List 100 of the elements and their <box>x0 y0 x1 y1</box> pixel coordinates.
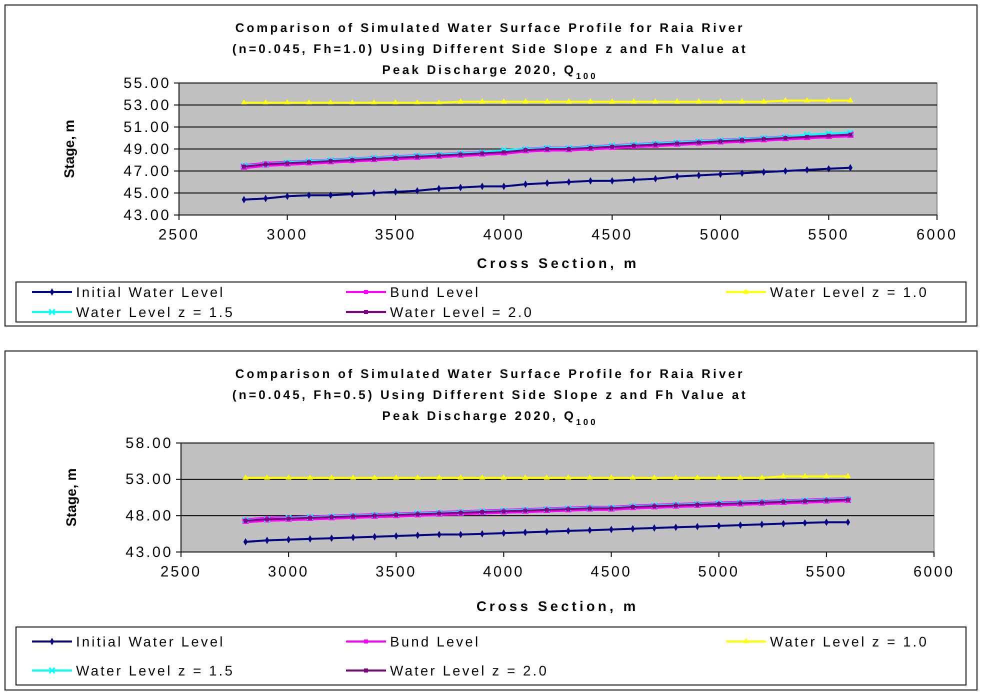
x-tick-label: 2500 <box>160 564 202 580</box>
legend-label: Water Level z = 1.0 <box>770 634 928 650</box>
legend-label: Bund Level <box>390 634 480 650</box>
x-tick-label: 6000 <box>916 226 958 244</box>
point <box>414 99 420 105</box>
point <box>284 99 290 105</box>
point <box>696 98 702 104</box>
x-tick-label: 3000 <box>268 564 310 580</box>
point <box>306 99 312 105</box>
y-tick-label: 49.00 <box>123 140 171 158</box>
legend-label: Water Level z = 1.5 <box>76 662 234 678</box>
point <box>350 474 356 480</box>
point <box>307 474 314 480</box>
point <box>674 98 680 104</box>
point <box>286 474 292 480</box>
point <box>844 472 851 478</box>
point <box>716 474 722 480</box>
y-tick-label: 55.00 <box>123 74 171 92</box>
x-tick-label: 2500 <box>158 226 200 244</box>
x-tick-label: 3500 <box>374 226 416 244</box>
y-tick-label: 53.00 <box>123 96 171 114</box>
x-tick-label: 3000 <box>266 226 308 244</box>
chart-title: Comparison of Simulated Water Surface Profile for Raia River (n=0.045, Fh=0.5) Using Different Side Slope z and Fh Value at Peak Discharge 2020, Q$_{100}$ <box>232 367 748 427</box>
point <box>651 474 658 480</box>
point <box>609 98 616 104</box>
x-tick-label: 5500 <box>808 226 850 244</box>
point <box>804 97 810 102</box>
point <box>500 474 507 480</box>
point <box>823 472 830 478</box>
point <box>436 474 442 480</box>
chart-title: Comparison of Simulated Water Surface Profile for Raia River (n=0.045, Fh=1.0) Using Different Side Slope z and Fh Value at Peak Discharge 2020, Q$_{100}$ <box>232 21 748 81</box>
point <box>630 474 636 480</box>
y-tick-label: 48.00 <box>125 507 173 524</box>
point <box>846 129 854 136</box>
point <box>522 474 528 480</box>
point <box>782 97 788 102</box>
y-tick-label: 58.00 <box>125 434 173 452</box>
legend-label: Initial Water Level <box>76 284 225 300</box>
x-tick-label: 3500 <box>375 564 417 580</box>
point <box>328 99 334 105</box>
point <box>694 474 700 480</box>
y-axis-title: Stage, m <box>61 120 77 178</box>
point <box>565 474 572 480</box>
point <box>328 474 335 480</box>
x-tick-label: 6000 <box>913 564 955 580</box>
point <box>587 98 594 104</box>
point <box>479 98 486 104</box>
point <box>392 99 399 105</box>
point <box>262 99 269 105</box>
point <box>436 99 442 105</box>
point <box>414 474 421 480</box>
y-tick-label: 45.00 <box>123 184 171 202</box>
point <box>802 472 808 478</box>
point <box>349 99 356 105</box>
point <box>264 474 270 480</box>
legend-label: Water Level z = 1.0 <box>770 284 928 300</box>
legend-label: Initial Water Level <box>76 634 225 650</box>
x-tick-label: 5000 <box>698 564 740 580</box>
legend-label: Water Level = 2.0 <box>390 304 534 320</box>
point <box>780 472 786 478</box>
y-tick-label: 47.00 <box>123 162 171 180</box>
point <box>393 474 400 480</box>
y-tick-label: 53.00 <box>125 471 173 488</box>
y-tick-label: 43.00 <box>123 206 171 224</box>
x-tick-label: 4000 <box>483 564 524 580</box>
point <box>370 99 377 105</box>
y-tick-label: 51.00 <box>123 118 171 136</box>
point <box>586 474 593 480</box>
point <box>242 474 249 480</box>
point <box>630 98 637 104</box>
x-axis-title: Cross Section, m <box>476 598 639 614</box>
point <box>758 474 765 480</box>
point <box>847 97 854 102</box>
point <box>479 474 486 480</box>
y-tick-label: 43.00 <box>125 544 173 561</box>
legend-label: Bund Level <box>390 284 480 300</box>
x-tick-label: 4000 <box>483 226 525 244</box>
x-tick-label: 5500 <box>806 564 848 580</box>
point <box>652 98 658 104</box>
point <box>717 98 724 104</box>
y-axis-title: Stage, m <box>63 468 79 527</box>
legend-label: Water Level z = 1.5 <box>76 304 234 320</box>
point <box>737 474 744 480</box>
point <box>760 98 767 104</box>
point <box>566 98 572 104</box>
point <box>458 474 464 480</box>
point <box>826 97 832 102</box>
point <box>739 98 746 104</box>
x-tick-label: 4500 <box>590 564 632 580</box>
x-axis-title: Cross Section, m <box>476 255 640 271</box>
point <box>500 98 507 104</box>
point <box>522 98 529 104</box>
point <box>672 474 679 480</box>
point <box>500 146 508 154</box>
point <box>544 474 550 480</box>
point <box>608 474 614 480</box>
point <box>240 99 248 105</box>
point <box>544 98 550 104</box>
legend-label: Water Level z = 2.0 <box>390 662 548 678</box>
x-tick-label: 4500 <box>591 226 633 244</box>
